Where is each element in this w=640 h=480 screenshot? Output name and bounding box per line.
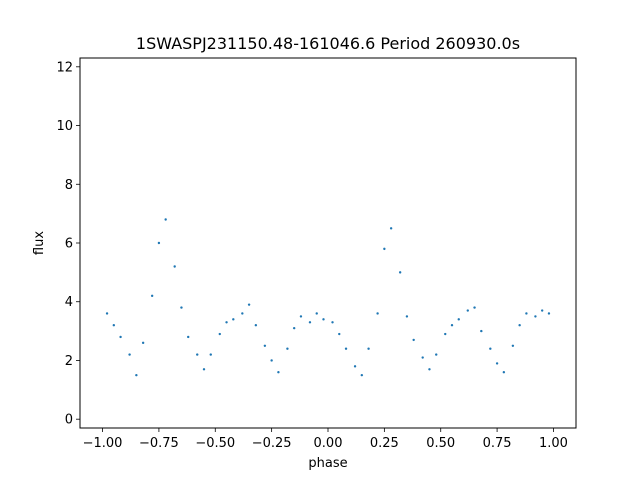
y-tick-label: 2 bbox=[65, 354, 73, 369]
data-point bbox=[389, 227, 393, 230]
data-point bbox=[286, 347, 289, 350]
plot-frame bbox=[79, 57, 577, 429]
data-points bbox=[105, 218, 551, 377]
data-point bbox=[525, 312, 528, 315]
data-point bbox=[534, 315, 537, 318]
data-point bbox=[480, 329, 483, 333]
data-point bbox=[150, 294, 154, 298]
data-point bbox=[241, 312, 244, 315]
y-tick-label: 10 bbox=[56, 119, 73, 134]
data-point bbox=[511, 344, 515, 347]
data-point bbox=[502, 371, 506, 374]
data-point bbox=[353, 365, 357, 368]
data-point bbox=[180, 306, 183, 309]
data-point bbox=[202, 368, 206, 371]
data-point bbox=[196, 353, 199, 356]
x-axis-label: phase bbox=[308, 456, 347, 471]
data-point bbox=[322, 318, 325, 321]
data-point bbox=[277, 371, 280, 374]
data-point bbox=[292, 326, 296, 330]
data-point bbox=[473, 306, 476, 309]
x-tick-label: −1.00 bbox=[83, 436, 123, 451]
x-tick-label: 0.75 bbox=[483, 436, 512, 451]
data-point bbox=[495, 362, 499, 365]
data-point bbox=[376, 312, 379, 315]
y-tick-label: 4 bbox=[65, 295, 73, 310]
data-point bbox=[209, 353, 212, 356]
y-axis: 0 2 4 6 8 10 12 bbox=[56, 60, 80, 428]
data-point bbox=[119, 335, 122, 339]
x-tick-label: −0.25 bbox=[252, 436, 292, 451]
chart-title: 1SWASPJ231150.48-161046.6 Period 260930.… bbox=[136, 34, 520, 53]
data-point bbox=[344, 347, 348, 350]
x-tick-label: 0.00 bbox=[314, 436, 343, 451]
y-axis-label: flux bbox=[32, 231, 47, 255]
data-point bbox=[299, 315, 303, 318]
data-point bbox=[428, 368, 431, 371]
data-point bbox=[141, 341, 145, 345]
y-tick-label: 0 bbox=[65, 413, 73, 428]
data-point bbox=[466, 309, 469, 312]
y-tick-label: 8 bbox=[65, 178, 73, 193]
data-point bbox=[450, 324, 454, 327]
data-point bbox=[254, 324, 258, 327]
data-point bbox=[367, 347, 370, 350]
data-point bbox=[187, 335, 190, 339]
data-point bbox=[218, 332, 221, 336]
data-point bbox=[247, 303, 251, 306]
data-point bbox=[489, 347, 492, 350]
x-tick-label: −0.50 bbox=[195, 436, 235, 451]
data-point bbox=[412, 338, 415, 342]
data-point bbox=[315, 312, 318, 315]
data-point bbox=[263, 344, 267, 347]
x-tick-label: 0.25 bbox=[370, 436, 399, 451]
data-point bbox=[128, 353, 131, 356]
data-point bbox=[105, 312, 109, 315]
data-point bbox=[547, 312, 551, 315]
data-point bbox=[135, 373, 138, 377]
x-axis: −1.00 −0.75 −0.50 −0.25 0.00 0.25 0.50 0.75 1.00 bbox=[83, 428, 568, 451]
x-tick-label: 0.50 bbox=[426, 436, 455, 451]
data-point bbox=[398, 271, 402, 274]
x-tick-label: −0.75 bbox=[139, 436, 179, 451]
data-point bbox=[405, 315, 409, 318]
data-point bbox=[225, 321, 228, 324]
data-point bbox=[270, 359, 273, 362]
data-point bbox=[421, 356, 424, 359]
data-point bbox=[112, 324, 116, 327]
data-point bbox=[232, 318, 235, 321]
data-point bbox=[173, 265, 176, 268]
data-point bbox=[383, 247, 386, 251]
data-point bbox=[435, 353, 438, 356]
data-point bbox=[157, 241, 161, 245]
y-tick-label: 6 bbox=[65, 237, 73, 252]
data-point bbox=[457, 318, 460, 321]
data-point bbox=[164, 218, 167, 221]
data-point bbox=[360, 373, 364, 377]
x-tick-label: 1.00 bbox=[539, 436, 568, 451]
y-tick-label: 12 bbox=[56, 60, 73, 75]
data-point bbox=[518, 324, 521, 327]
data-point bbox=[308, 321, 312, 324]
data-point bbox=[444, 332, 447, 336]
data-point bbox=[540, 309, 544, 312]
data-point bbox=[338, 332, 341, 336]
data-point bbox=[331, 321, 334, 324]
